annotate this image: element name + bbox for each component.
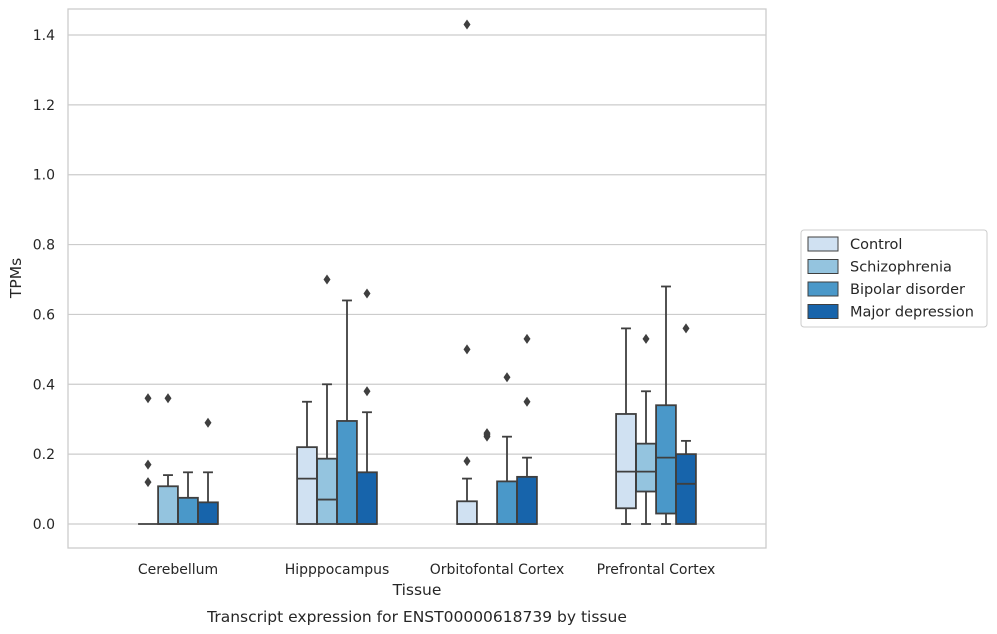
box-iqr — [316, 457, 338, 525]
x-tick-label: Prefrontal Cortex — [597, 562, 716, 578]
box-group — [336, 299, 358, 525]
box-iqr — [296, 446, 318, 525]
legend: Control Schizophrenia Bipolar disorder Majo… — [800, 229, 988, 328]
outlier-point — [682, 323, 690, 334]
y-tick-label: 0.8 — [33, 238, 55, 254]
box-group — [157, 393, 179, 525]
y-axis-label: TPMs — [7, 258, 25, 299]
box-iqr — [496, 480, 518, 525]
box-group — [316, 274, 338, 525]
outlier-point — [523, 396, 531, 407]
box-group — [138, 393, 158, 525]
box-group — [675, 323, 697, 525]
outlier-point — [642, 333, 650, 344]
x-tick-label: Orbitofontal Cortex — [430, 562, 565, 578]
legend-swatch — [807, 259, 839, 274]
outlier-point — [363, 288, 371, 299]
box-group — [197, 417, 219, 525]
outlier-point — [503, 372, 511, 383]
legend-label: Major depression — [850, 305, 974, 321]
box-group — [655, 285, 677, 525]
outlier-point — [164, 393, 172, 404]
outlier-point — [144, 393, 152, 404]
box-plots — [138, 19, 697, 525]
outlier-point — [523, 333, 531, 344]
box-iqr — [675, 453, 697, 525]
legend-label: Control — [850, 237, 902, 253]
y-tick-label: 0.4 — [33, 377, 55, 393]
box-group — [356, 288, 378, 525]
box-group — [516, 333, 538, 525]
outlier-point — [463, 19, 471, 30]
box-group — [477, 428, 497, 525]
legend-swatch — [807, 236, 839, 252]
box-group — [456, 19, 478, 525]
y-tick-label: 1.2 — [33, 98, 55, 114]
legend-swatch — [807, 304, 839, 319]
box-iqr — [157, 485, 179, 525]
outlier-point — [483, 428, 491, 439]
box-iqr — [635, 442, 657, 493]
x-tick-label: Cerebellum — [138, 562, 218, 578]
y-tick-label: 1.0 — [33, 168, 55, 184]
box-iqr — [615, 413, 637, 510]
x-tick-labels: Cerebellum Hipppocampus Orbitofontal Corte… — [138, 562, 715, 578]
box-iqr — [655, 404, 677, 515]
box-iqr — [197, 501, 219, 525]
legend-swatch — [807, 281, 839, 297]
legend-label: Schizophrenia — [850, 260, 952, 276]
outlier-point — [144, 477, 152, 488]
y-tick-label: 0.6 — [33, 307, 55, 323]
box-group — [615, 327, 637, 525]
x-tick-label: Hipppocampus — [285, 562, 390, 578]
y-tick-label: 0.0 — [33, 517, 55, 533]
box-iqr — [177, 496, 199, 525]
box-iqr — [356, 471, 378, 525]
y-tick-labels: 0.0 0.2 0.4 0.6 0.8 1.0 1.2 1.4 — [33, 28, 55, 533]
box-iqr — [336, 420, 358, 525]
outlier-point — [144, 459, 152, 470]
legend-frame — [800, 229, 988, 328]
outlier-point — [463, 344, 471, 355]
y-tick-label: 0.2 — [33, 447, 55, 463]
box-group — [296, 400, 318, 525]
box-group — [496, 372, 518, 525]
outlier-point — [204, 417, 212, 428]
y-tick-label: 1.4 — [33, 28, 55, 44]
box-group — [177, 471, 199, 525]
box-iqr — [456, 500, 478, 525]
box-iqr — [516, 475, 538, 525]
outlier-point — [323, 274, 331, 285]
chart-title: Transcript expression for ENST0000061873… — [206, 608, 627, 626]
plot-frame — [67, 8, 767, 549]
box-group — [635, 333, 657, 525]
legend-label: Bipolar disorder — [850, 282, 965, 298]
gridlines — [68, 34, 766, 525]
outlier-point — [463, 456, 471, 467]
x-axis-label: Tissue — [392, 581, 442, 599]
outlier-point — [363, 386, 371, 397]
